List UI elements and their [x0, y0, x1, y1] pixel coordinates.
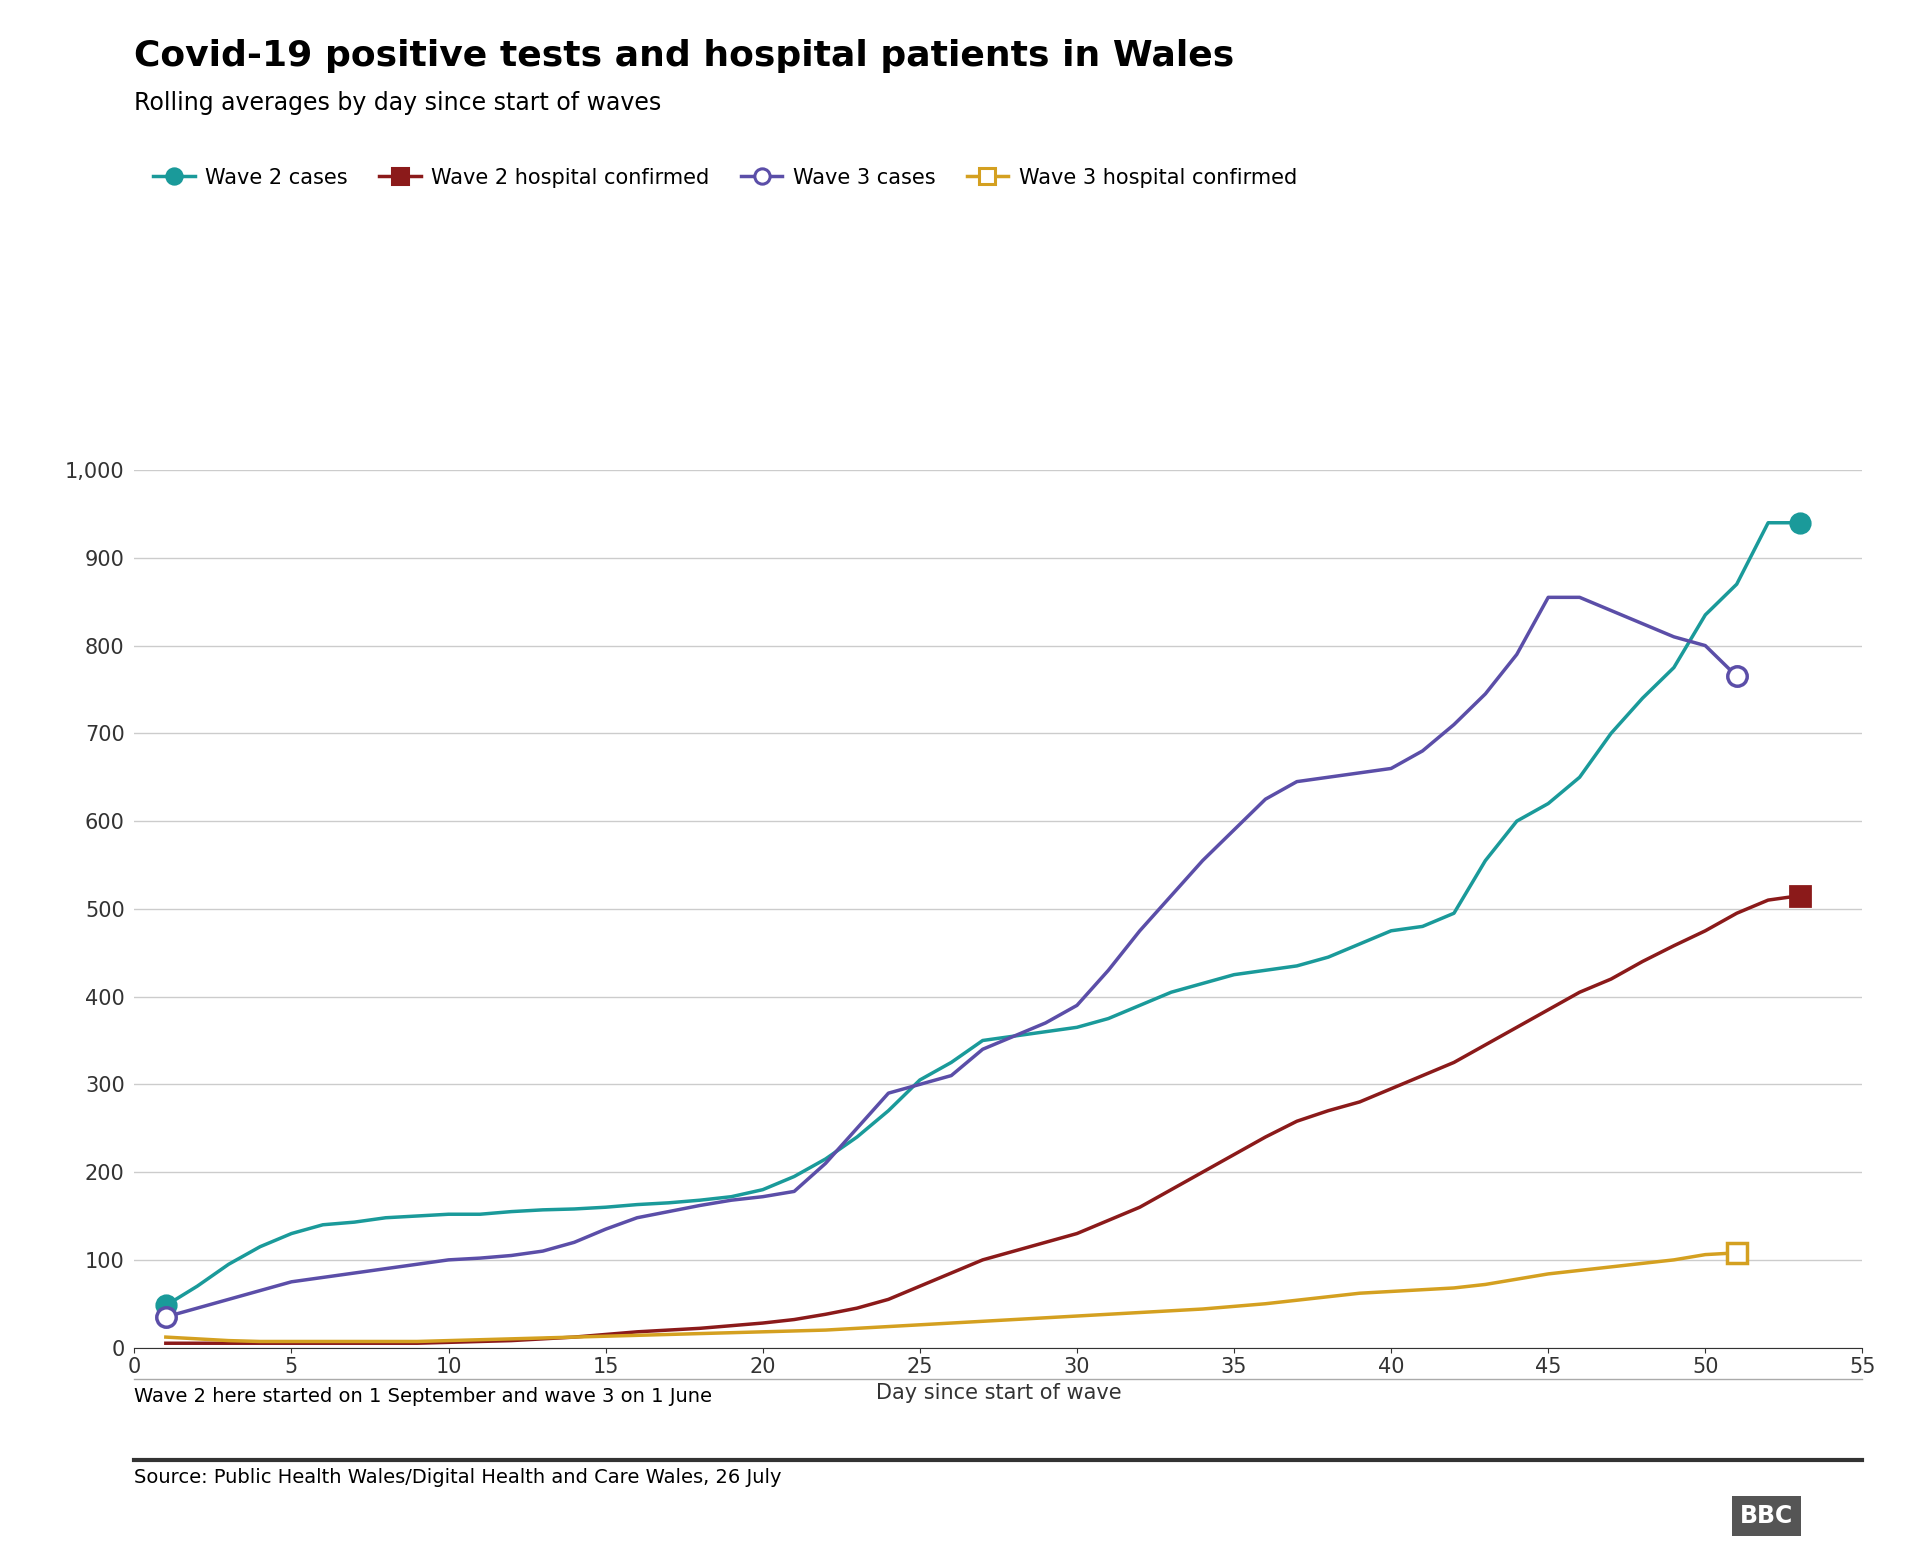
X-axis label: Day since start of wave: Day since start of wave [876, 1384, 1121, 1402]
Text: Wave 2 here started on 1 September and wave 3 on 1 June: Wave 2 here started on 1 September and w… [134, 1387, 712, 1406]
Text: BBC: BBC [1740, 1504, 1793, 1528]
Legend: Wave 2 cases, Wave 2 hospital confirmed, Wave 3 cases, Wave 3 hospital confirmed: Wave 2 cases, Wave 2 hospital confirmed,… [144, 160, 1306, 196]
Text: Rolling averages by day since start of waves: Rolling averages by day since start of w… [134, 91, 662, 114]
Text: Covid-19 positive tests and hospital patients in Wales: Covid-19 positive tests and hospital pat… [134, 39, 1235, 74]
Text: Source: Public Health Wales/Digital Health and Care Wales, 26 July: Source: Public Health Wales/Digital Heal… [134, 1468, 781, 1487]
